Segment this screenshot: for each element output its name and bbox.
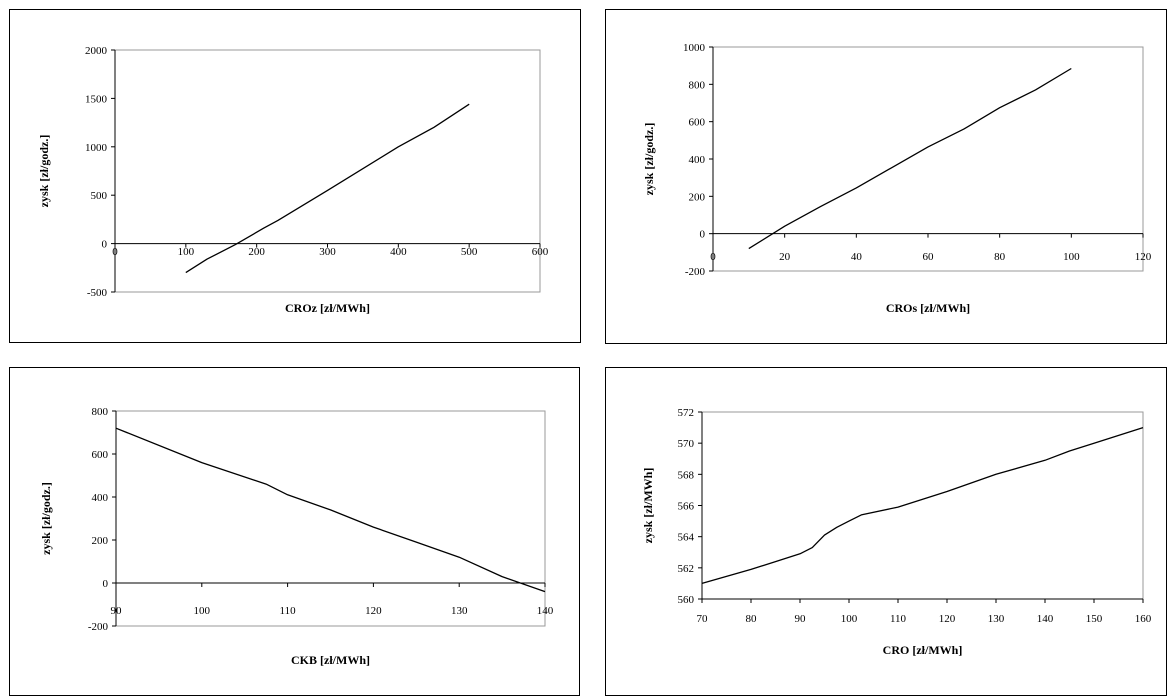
y-tick-label: 800 [689, 79, 706, 91]
chart-panel-cros: -200 0 200 400 600 800 1000 0 20 40 60 80 100 120 CROs… [605, 9, 1167, 344]
x-tick-label: 100 [194, 605, 211, 617]
y-tick-label: 800 [92, 406, 109, 418]
x-tick-label: 600 [532, 246, 549, 258]
x-tick-label: 90 [111, 605, 123, 617]
y-tick-label: 0 [700, 229, 706, 241]
y-axis-title: zysk [zł/godz.] [37, 135, 51, 208]
y-tick-label: 562 [678, 563, 695, 575]
x-tick-label: 120 [365, 605, 382, 617]
series-line [185, 103, 470, 274]
y-tick-label: 570 [678, 438, 695, 450]
y-tick-label: 566 [678, 501, 695, 513]
x-tick-label: 110 [890, 613, 907, 625]
x-tick-label: 300 [319, 246, 336, 258]
y-tick-label: 0 [103, 578, 109, 590]
x-tick-label: 140 [1037, 613, 1054, 625]
x-axis-title: CKB [zł/MWh] [291, 653, 370, 667]
y-tick-label: 1000 [85, 142, 108, 154]
y-axis-title: zysk [zł/MWh] [641, 468, 655, 544]
y-tick-label: 600 [92, 449, 109, 461]
chart-panel-croz: -500 0 500 1000 1500 2000 0 100 200 300 400 500 600 C… [9, 9, 581, 343]
x-axis-title: CRO [zł/MWh] [883, 643, 963, 657]
chart-ckb: -200 0 200 400 600 800 90 100 110 120 130 140 CKB [z… [39, 406, 554, 667]
x-tick-label: 20 [779, 251, 791, 263]
x-tick-label: 200 [248, 246, 265, 258]
x-tick-label: 500 [461, 246, 478, 258]
x-tick-label: 130 [988, 613, 1005, 625]
x-tick-label: 0 [710, 251, 716, 263]
plot-frame [115, 410, 546, 627]
y-tick-label: 200 [92, 535, 109, 547]
x-tick-label: 400 [390, 246, 407, 258]
y-axis-title: zysk [zł/godz.] [642, 123, 656, 196]
y-tick-label: -200 [685, 266, 706, 278]
chart-panel-ckb: -200 0 200 400 600 800 90 100 110 120 130 140 CKB [z… [9, 367, 580, 696]
x-tick-label: 120 [939, 613, 956, 625]
y-axis-title: zysk [zł/godz.] [39, 482, 53, 555]
series-line [701, 426, 1144, 585]
y-tick-label: 564 [678, 532, 695, 544]
x-tick-label: 90 [795, 613, 807, 625]
chart-cros: -200 0 200 400 600 800 1000 0 20 40 60 80 100 120 CROs… [642, 42, 1152, 315]
y-tick-label: -200 [88, 621, 109, 633]
series-line [748, 67, 1072, 250]
x-tick-label: 150 [1086, 613, 1103, 625]
x-tick-label: 110 [280, 605, 297, 617]
y-tick-label: 560 [678, 594, 695, 606]
y-tick-label: 0 [102, 239, 108, 251]
x-tick-label: 100 [841, 613, 858, 625]
series-line [115, 427, 546, 593]
x-tick-label: 80 [994, 251, 1006, 263]
x-tick-label: 70 [697, 613, 709, 625]
x-axis-title: CROs [zł/MWh] [886, 301, 970, 315]
chart-croz: -500 0 500 1000 1500 2000 0 100 200 300 400 500 600 C… [37, 45, 549, 315]
y-tick-label: 400 [689, 154, 706, 166]
x-tick-label: 60 [923, 251, 935, 263]
y-tick-label: 2000 [85, 45, 108, 57]
y-tick-label: 572 [678, 407, 695, 419]
chart-panel-cro: 560 562 564 566 568 570 572 70 80 90 100 110 120 130 1… [605, 367, 1167, 696]
y-tick-label: 500 [91, 190, 108, 202]
y-tick-label: -500 [87, 287, 108, 299]
x-tick-label: 0 [112, 246, 118, 258]
x-tick-label: 130 [451, 605, 468, 617]
x-tick-label: 100 [178, 246, 195, 258]
y-tick-label: 1000 [683, 42, 706, 54]
y-tick-label: 600 [689, 117, 706, 129]
y-tick-label: 1500 [85, 93, 108, 105]
x-tick-label: 140 [537, 605, 554, 617]
chart-cro: 560 562 564 566 568 570 572 70 80 90 100 110 120 130 1… [641, 407, 1152, 657]
plot-frame [701, 411, 1144, 600]
y-tick-label: 200 [689, 191, 706, 203]
x-tick-label: 80 [746, 613, 758, 625]
y-tick-label: 400 [92, 492, 109, 504]
x-axis-title: CROz [zł/MWh] [285, 301, 370, 315]
y-tick-label: 568 [678, 469, 695, 481]
x-tick-label: 120 [1135, 251, 1152, 263]
x-tick-label: 160 [1135, 613, 1152, 625]
x-tick-label: 100 [1063, 251, 1080, 263]
x-tick-label: 40 [851, 251, 863, 263]
